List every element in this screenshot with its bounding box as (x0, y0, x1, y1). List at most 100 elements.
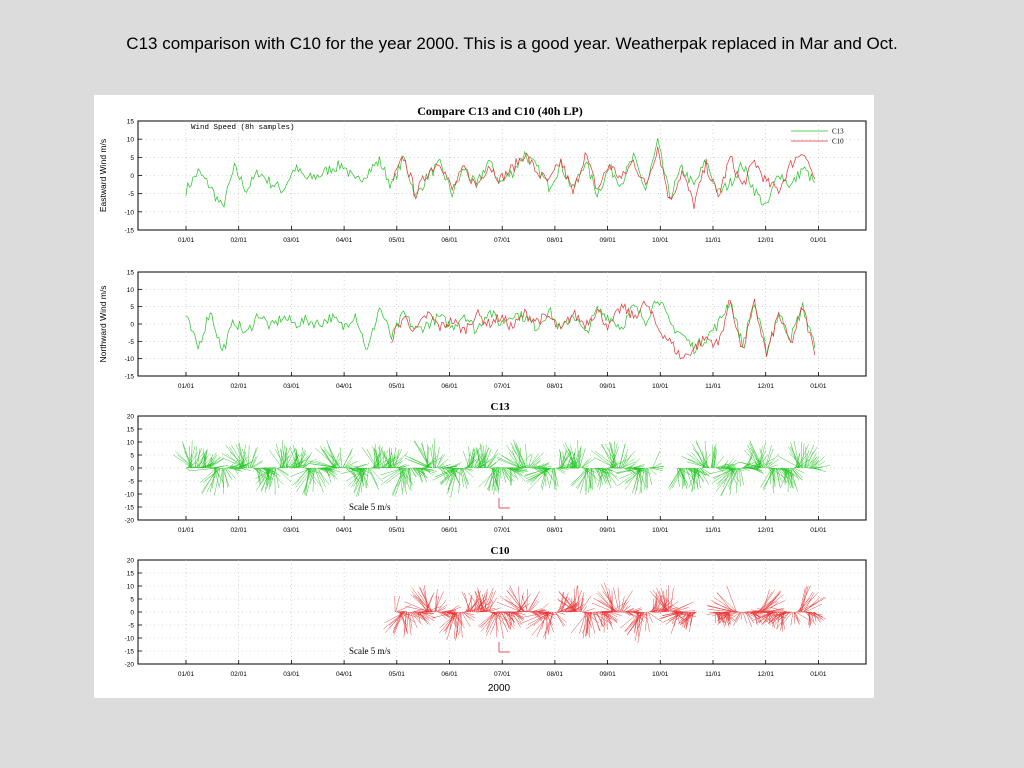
wind-vector-stick (418, 467, 431, 471)
wind-vector-stick (803, 592, 815, 613)
wind-vector-stick (484, 588, 488, 613)
wind-vector-stick (214, 467, 221, 496)
wind-vector-stick (759, 590, 775, 613)
wind-vector-stick (437, 463, 445, 469)
wind-vector-stick (669, 467, 682, 486)
wind-vector-stick (800, 586, 807, 613)
wind-vector-stick (717, 467, 724, 473)
wind-vector-stick (569, 448, 574, 469)
wind-vector-stick (488, 462, 497, 469)
wind-vector-stick (517, 598, 528, 613)
wind-vector-stick (812, 467, 827, 473)
wind-vector-stick (723, 611, 726, 626)
wind-vector-stick (501, 467, 515, 482)
wind-vector-stick (531, 611, 542, 621)
wind-vector-stick (744, 611, 755, 617)
wind-vector-stick (346, 467, 354, 475)
wind-vector-stick (515, 442, 527, 469)
wind-vector-stick (619, 467, 645, 479)
wind-vector-stick (784, 467, 787, 485)
wind-vector-stick (258, 467, 261, 481)
wind-vector-stick (711, 600, 734, 613)
wind-vector-stick (629, 607, 642, 613)
wind-vector-stick (563, 596, 578, 613)
x-tick-label: 03/01 (283, 383, 300, 390)
wind-vector-stick (602, 591, 619, 613)
wind-vector-stick (515, 444, 527, 469)
wind-vector-stick (524, 467, 551, 476)
wind-vector-stick (280, 449, 282, 469)
wind-vector-stick (788, 452, 804, 469)
wind-vector-stick (432, 444, 435, 469)
wind-vector-stick (417, 611, 421, 623)
wind-vector-stick (488, 600, 494, 613)
wind-vector-stick (762, 467, 776, 489)
wind-vector-stick (495, 467, 499, 491)
wind-vector-stick (384, 611, 406, 623)
wind-vector-stick (492, 467, 500, 487)
wind-vector-stick (545, 467, 558, 486)
wind-vector-stick (353, 467, 368, 487)
wind-vector-stick (464, 467, 472, 472)
wind-vector-stick (581, 597, 584, 613)
wind-vector-stick (561, 592, 569, 613)
wind-vector-stick (453, 611, 458, 640)
wind-vector-stick (755, 611, 762, 623)
wind-vector-stick (524, 467, 549, 477)
wind-vector-stick (456, 611, 460, 639)
wind-vector-stick (450, 611, 459, 626)
scale-annotation: Scale 5 m/s (349, 646, 391, 656)
wind-vector-stick (811, 460, 819, 469)
wind-vector-stick (783, 467, 799, 478)
wind-vector-stick (433, 438, 436, 469)
x-tick-label: 10/01 (652, 527, 669, 534)
wind-vector-stick (639, 467, 645, 494)
wind-vector-stick (770, 607, 788, 613)
y-tick-label: 15 (127, 270, 135, 277)
wind-vector-stick (408, 459, 432, 469)
x-tick-label: 07/01 (494, 671, 511, 678)
x-tick-label: 09/01 (599, 671, 616, 678)
wind-vector-stick (230, 467, 242, 470)
wind-vector-stick (407, 467, 412, 492)
wind-vector-stick (811, 611, 814, 623)
wind-vector-stick (449, 606, 462, 613)
wind-vector-stick (213, 467, 220, 487)
wind-vector-stick (339, 447, 342, 469)
wind-vector-stick (468, 446, 471, 469)
wind-vector-stick (688, 467, 697, 488)
wind-vector-stick (686, 611, 692, 627)
wind-vector-stick (637, 611, 644, 644)
y-tick-label: 15 (127, 119, 135, 126)
wind-vector-stick (463, 611, 471, 620)
wind-vector-stick (235, 463, 248, 469)
wind-vector-stick (389, 447, 392, 469)
wind-vector-stick (443, 611, 455, 620)
wind-vector-stick (806, 611, 817, 618)
wind-vector-stick (510, 611, 515, 627)
wind-vector-stick (629, 611, 646, 626)
wind-vector-stick (418, 467, 422, 483)
wind-vector-stick (751, 467, 764, 474)
wind-vector-stick (572, 467, 590, 487)
x-tick-label: 12/01 (758, 671, 775, 678)
wind-vector-stick (367, 467, 380, 490)
wind-vector-stick (436, 455, 443, 469)
wind-vector-stick (479, 443, 484, 469)
wind-vector-stick (746, 448, 765, 469)
wind-vector-stick (808, 611, 811, 626)
wind-vector-stick (601, 467, 618, 478)
wind-vector-stick (461, 591, 472, 613)
wind-vector-stick (657, 608, 682, 613)
wind-vector-stick (231, 445, 246, 469)
wind-vector-stick (588, 467, 591, 494)
wind-vector-stick (598, 467, 607, 485)
wind-vector-stick (484, 467, 495, 487)
wind-vector-stick (449, 464, 460, 469)
wind-vector-stick (372, 453, 380, 469)
wind-vector-stick (231, 462, 243, 469)
wind-vector-stick (802, 443, 805, 469)
wind-vector-stick (412, 588, 431, 613)
wind-vector-stick (506, 467, 518, 474)
wind-vector-stick (573, 588, 576, 613)
